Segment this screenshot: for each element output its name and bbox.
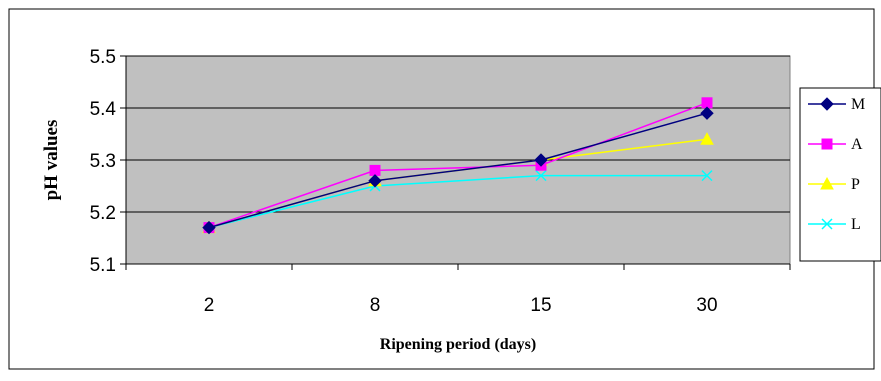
x-tick-label: 2 (204, 295, 215, 316)
data-point (700, 106, 714, 120)
legend-entry-A: A (808, 136, 863, 153)
series-line (208, 102, 708, 229)
y-axis-title: pH values (41, 120, 62, 201)
y-tick-label: 5.4 (90, 99, 117, 120)
legend-marker (821, 138, 833, 150)
marker-stroke (821, 218, 833, 230)
series-line (208, 174, 707, 229)
legend: M A P L (799, 87, 881, 262)
legend-label: A (851, 136, 863, 153)
axes: 5.1 5.2 5.3 5.4 5.5 2 8 15 30 (90, 47, 791, 316)
y-tick-label: 5.2 (90, 203, 116, 224)
x-tick-label: 8 (370, 295, 381, 316)
data-point (701, 170, 713, 182)
data-point (369, 164, 381, 176)
data-point (701, 97, 713, 109)
legend-marker (821, 218, 833, 230)
series-M (202, 106, 714, 235)
legend-entry-L: L (808, 216, 861, 233)
series-line (208, 112, 708, 229)
legend-label: M (851, 96, 865, 113)
y-tick-label: 5.1 (90, 255, 116, 276)
legend-box (799, 87, 881, 262)
marker-stroke (701, 170, 713, 182)
legend-marker (820, 97, 834, 111)
y-tick-label: 5.3 (90, 151, 116, 172)
x-axis-title: Ripening period (days) (380, 336, 536, 353)
gridlines (126, 55, 790, 213)
marker-stroke (535, 170, 547, 182)
data-point (700, 132, 714, 145)
data-point (368, 174, 382, 188)
legend-marker (820, 176, 834, 190)
x-tick-label: 30 (696, 295, 717, 316)
legend-entry-P: P (808, 176, 860, 193)
x-tick-label: 15 (530, 295, 551, 316)
data-point (535, 170, 547, 182)
y-tick-label: 5.5 (90, 47, 116, 68)
legend-label: L (851, 216, 861, 233)
series-layer (202, 97, 714, 235)
legend-entry-M: M (808, 96, 865, 113)
legend-label: P (851, 176, 860, 193)
data-point (202, 220, 216, 235)
data-point (534, 153, 548, 167)
